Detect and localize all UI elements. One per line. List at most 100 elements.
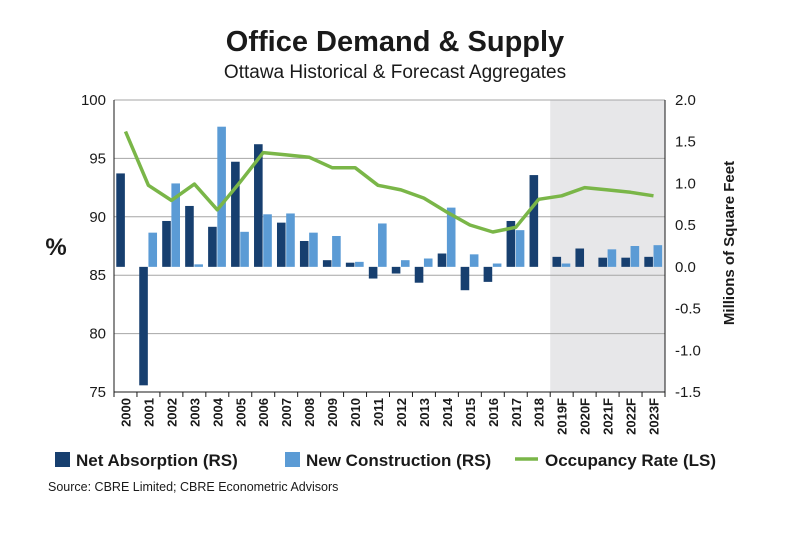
legend-label-new-construction: New Construction (RS): [306, 451, 491, 470]
bar-new-construction-rs-2014: [446, 207, 456, 267]
legend-swatch-new-construction: [285, 452, 300, 467]
bar-net-absorption-rs-2003: [185, 205, 194, 267]
bar-new-construction-rs-2017: [515, 230, 525, 267]
right-tick-label: -1.5: [675, 384, 701, 401]
x-tick-label-2015: 2015: [463, 398, 478, 427]
left-axis-ticks: 100 95 90 85 80 75: [81, 92, 106, 401]
bar-net-absorption-rs-2014: [437, 253, 447, 267]
occupancy-rate-line: [123, 130, 654, 234]
bar-net-absorption-rs-2002: [162, 220, 171, 267]
left-tick-label: 90: [89, 209, 106, 226]
bar-net-absorption-rs-2010: [345, 262, 355, 267]
x-tick-label-2010: 2010: [348, 398, 363, 427]
bar-new-construction-rs-2021F: [607, 249, 617, 267]
bar-new-construction-rs-2012: [400, 260, 410, 267]
x-tick-label-2005: 2005: [233, 398, 248, 427]
bar-net-absorption-rs-2000: [116, 173, 125, 267]
x-tick-label-2012: 2012: [394, 398, 409, 427]
occupancy-line-series: [123, 130, 654, 234]
gridlines: [114, 99, 665, 335]
x-tick-label-2020F: 2020F: [578, 398, 593, 435]
chart-title: Office Demand & Supply: [226, 26, 564, 58]
bar-net-absorption-rs-2011: [368, 266, 378, 279]
x-tick-label-2004: 2004: [210, 397, 225, 427]
chart-subtitle: Ottawa Historical & Forecast Aggregates: [224, 62, 566, 83]
x-tick-label-2016: 2016: [486, 398, 501, 427]
x-tick-label-2022F: 2022F: [624, 398, 639, 435]
legend-label-net-absorption: Net Absorption (RS): [76, 451, 238, 470]
bar-new-construction-rs-2007: [286, 213, 295, 267]
right-tick-label: 1.0: [675, 175, 696, 192]
legend: Net Absorption (RS) New Construction (RS…: [55, 451, 716, 470]
forecast-shaded-region: [550, 100, 665, 392]
x-tick-label-2021F: 2021F: [601, 398, 616, 435]
left-tick-label: 75: [89, 384, 106, 401]
right-tick-label: 0.0: [675, 259, 696, 276]
bar-net-absorption-rs-2017: [506, 220, 516, 267]
x-tick-label-2017: 2017: [509, 398, 524, 427]
x-tick-label-2009: 2009: [325, 398, 340, 427]
bar-net-absorption-rs-2018: [529, 175, 539, 267]
bar-net-absorption-rs-2015: [460, 266, 470, 291]
axes: [113, 100, 666, 397]
x-tick-label-2023F: 2023F: [647, 398, 662, 435]
bar-net-absorption-rs-2006: [254, 144, 263, 267]
bar-new-construction-rs-2009: [332, 235, 341, 267]
bar-net-absorption-rs-2012: [391, 266, 401, 274]
bar-new-construction-rs-2004: [217, 126, 226, 267]
bar-net-absorption-rs-2016: [483, 266, 493, 282]
bar-net-absorption-rs-2001: [139, 266, 148, 386]
legend-swatch-net-absorption: [55, 452, 70, 467]
bar-new-construction-rs-2001: [148, 232, 158, 267]
bar-new-construction-rs-2008: [309, 232, 318, 267]
bar-net-absorption-rs-2004: [208, 226, 217, 267]
left-tick-label: 80: [89, 326, 106, 343]
bar-net-absorption-rs-2008: [299, 240, 309, 267]
bar-net-absorption-rs-2020F: [575, 248, 585, 267]
x-tick-label-2019F: 2019F: [555, 398, 570, 435]
bar-new-construction-rs-2002: [171, 183, 180, 267]
bar-new-construction-rs-2011: [378, 223, 387, 267]
bar-net-absorption-rs-2013: [414, 266, 424, 283]
left-tick-label: 100: [81, 92, 106, 109]
bar-new-construction-rs-2016: [492, 263, 502, 267]
source-note: Source: CBRE Limited; CBRE Econometric A…: [48, 480, 338, 494]
x-tick-label-2003: 2003: [187, 398, 202, 427]
x-tick-label-2007: 2007: [279, 398, 294, 427]
x-tick-label-2002: 2002: [164, 398, 179, 427]
x-tick-label-2014: 2014: [440, 397, 455, 427]
bar-new-construction-rs-2003: [194, 264, 203, 267]
bar-new-construction-rs-2015: [469, 254, 479, 267]
bar-net-absorption-rs-2023F: [644, 256, 653, 267]
bar-net-absorption-rs-2021F: [598, 257, 608, 267]
bar-new-construction-rs-2023F: [653, 245, 663, 267]
x-tick-label-2013: 2013: [417, 398, 432, 427]
right-tick-label: -0.5: [675, 301, 701, 318]
x-tick-label-2008: 2008: [302, 398, 317, 427]
bar-net-absorption-rs-2005: [231, 161, 240, 267]
legend-label-occupancy-rate: Occupancy Rate (LS): [545, 451, 716, 470]
x-tick-label-2006: 2006: [256, 398, 271, 427]
bar-new-construction-rs-2006: [263, 214, 272, 267]
x-tick-label-2001: 2001: [141, 398, 156, 427]
right-tick-label: 0.5: [675, 217, 696, 234]
bar-net-absorption-rs-2019F: [552, 256, 562, 267]
right-axis-label: Millions of Square Feet: [721, 161, 738, 325]
right-axis-ticks: 2.0 1.5 1.0 0.5 0.0 -0.5 -1.0 -1.5: [675, 92, 701, 401]
x-axis-ticks: 2000 2001 2002 2003 2004 2005 2006 2007 2008 2009…: [118, 397, 661, 435]
right-tick-label: 2.0: [675, 92, 696, 109]
bar-new-construction-rs-2010: [355, 261, 364, 267]
bar-net-absorption-rs-2007: [276, 222, 286, 267]
bar-new-construction-rs-2022F: [630, 246, 640, 267]
x-tick-label-2018: 2018: [532, 398, 547, 427]
bar-net-absorption-rs-2009: [322, 260, 332, 267]
x-tick-label-2011: 2011: [371, 398, 386, 426]
left-tick-label: 95: [89, 150, 106, 167]
x-tick-label-2000: 2000: [118, 398, 133, 427]
left-axis-label: %: [45, 234, 66, 261]
bar-new-construction-rs-2013: [423, 258, 433, 267]
right-tick-label: -1.0: [675, 342, 701, 359]
bar-net-absorption-rs-2022F: [621, 257, 630, 267]
left-tick-label: 85: [89, 267, 106, 284]
